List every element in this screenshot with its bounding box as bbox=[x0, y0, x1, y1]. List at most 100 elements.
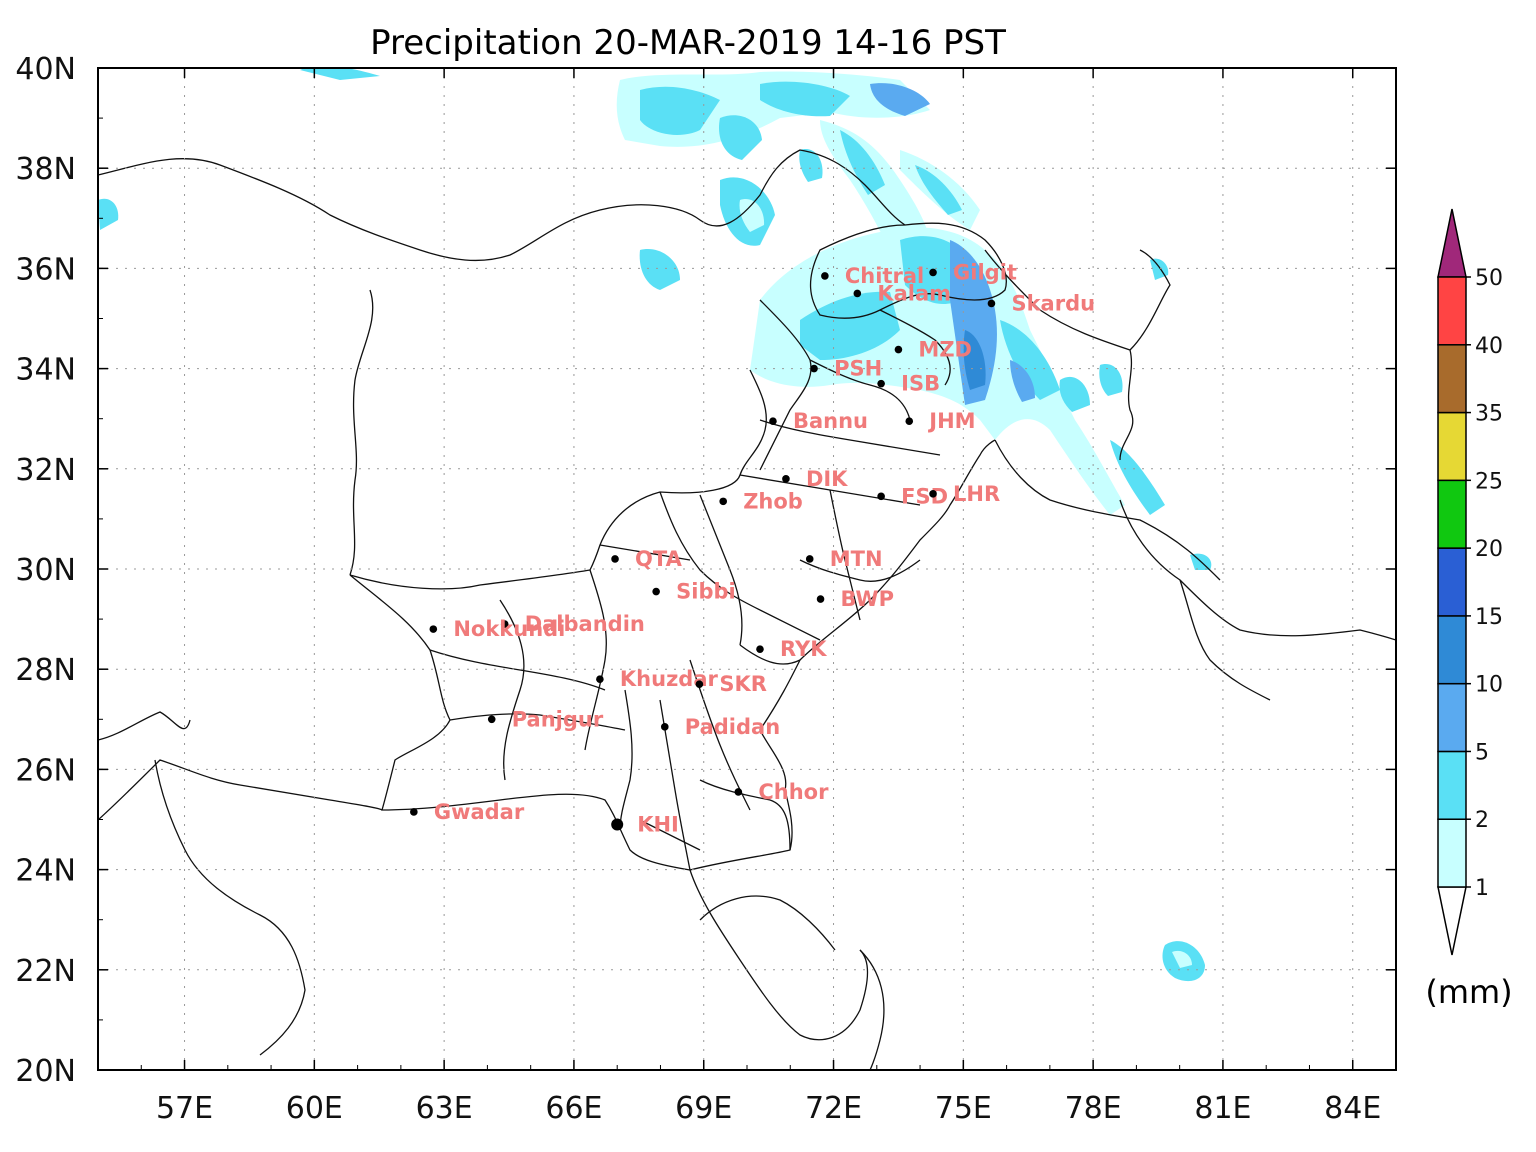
colorbar-box bbox=[1437, 818, 1467, 888]
colorbar-box bbox=[1437, 276, 1467, 346]
city-dot bbox=[695, 680, 704, 689]
city-label: QTA bbox=[635, 547, 683, 571]
city-kalam: Kalam bbox=[853, 281, 951, 305]
colorbar-label: 20 bbox=[1475, 537, 1503, 562]
city-dot bbox=[596, 675, 604, 684]
city-zhob: Zhob bbox=[719, 489, 803, 513]
city-khi: KHI bbox=[611, 813, 679, 837]
city-psh: PSH bbox=[810, 357, 882, 381]
city-dot bbox=[652, 587, 660, 596]
city-padidan: Padidan bbox=[660, 715, 780, 739]
city-label: Dalbandin bbox=[525, 612, 645, 636]
city-gwadar: Gwadar bbox=[410, 800, 525, 824]
lon-tick-label: 81E bbox=[1194, 1091, 1251, 1126]
lat-tick-label: 30N bbox=[15, 553, 76, 588]
colorbar-box bbox=[1437, 615, 1467, 685]
city-isb: ISB bbox=[877, 372, 940, 396]
city-label: Padidan bbox=[685, 715, 780, 739]
city-label: FSD bbox=[901, 484, 948, 508]
lon-tick-label: 75E bbox=[935, 1091, 992, 1126]
city-dot bbox=[805, 555, 814, 563]
colorbar-label: 10 bbox=[1475, 673, 1503, 698]
city-dot bbox=[877, 492, 885, 501]
city-dot bbox=[500, 620, 509, 628]
city-chhor: Chhor bbox=[734, 780, 829, 804]
city-dot bbox=[853, 289, 862, 298]
city-dot bbox=[611, 818, 624, 831]
city-dot bbox=[987, 299, 996, 308]
lon-tick-label: 57E bbox=[156, 1091, 213, 1126]
city-skr: SKR bbox=[695, 672, 767, 696]
city-qta: QTA bbox=[611, 547, 683, 571]
colorbar-label: 25 bbox=[1475, 469, 1503, 494]
city-label: LHR bbox=[953, 482, 1000, 506]
colorbar-box bbox=[1437, 547, 1467, 617]
map-title: Precipitation 20-MAR-2019 14-16 PST bbox=[370, 23, 1006, 63]
lat-tick-label: 26N bbox=[15, 753, 76, 788]
city-dot bbox=[429, 625, 438, 633]
map-grid bbox=[98, 68, 1396, 1070]
colorbar-label: 2 bbox=[1475, 808, 1489, 833]
city-dot bbox=[929, 268, 937, 277]
city-dot bbox=[810, 364, 818, 373]
colorbar-label: 1 bbox=[1475, 876, 1489, 901]
city-dot bbox=[756, 645, 764, 653]
city-dot bbox=[487, 715, 496, 724]
city-ryk: RYK bbox=[756, 637, 827, 661]
city-label: KHI bbox=[637, 813, 679, 837]
city-nokkundi: Nokkundi bbox=[429, 617, 565, 641]
city-label: BWP bbox=[841, 587, 894, 611]
lat-tick-label: 22N bbox=[15, 954, 76, 989]
city-label: Chhor bbox=[758, 780, 829, 804]
city-label: SKR bbox=[719, 672, 767, 696]
city-dot bbox=[719, 497, 728, 506]
city-label: DIK bbox=[806, 467, 848, 491]
city-dik: DIK bbox=[782, 467, 848, 491]
city-label: Kalam bbox=[877, 281, 951, 305]
city-label: Nokkundi bbox=[453, 617, 565, 641]
city-dot bbox=[929, 490, 937, 498]
city-label: Zhob bbox=[743, 489, 803, 513]
lon-tick-label: 84E bbox=[1324, 1091, 1381, 1126]
lat-tick-label: 40N bbox=[15, 52, 76, 87]
city-label: MZD bbox=[918, 338, 972, 362]
city-label: Bannu bbox=[793, 409, 868, 433]
colorbar-box bbox=[1437, 479, 1467, 549]
city-dot bbox=[821, 272, 829, 280]
city-dot bbox=[905, 417, 914, 426]
city-dot bbox=[734, 788, 743, 796]
city-label: Gwadar bbox=[434, 800, 525, 824]
city-mtn: MTN bbox=[805, 547, 883, 571]
city-lhr: LHR bbox=[929, 482, 1000, 506]
city-dot bbox=[816, 595, 825, 603]
city-label: JHM bbox=[927, 409, 975, 433]
precipitation-shading bbox=[98, 68, 1212, 982]
colorbar-box bbox=[1437, 750, 1467, 820]
city-label: RYK bbox=[780, 637, 827, 661]
city-label: Chitral bbox=[845, 264, 924, 288]
map-boundaries bbox=[98, 149, 1396, 1070]
colorbar-label: 50 bbox=[1475, 266, 1503, 291]
colorbar-label: 40 bbox=[1475, 334, 1503, 359]
colorbar-box bbox=[1437, 344, 1467, 414]
lat-tick-label: 24N bbox=[15, 854, 76, 889]
city-label: Gilgit bbox=[953, 260, 1017, 284]
city-gilgit: Gilgit bbox=[929, 260, 1017, 284]
city-panjgur: Panjgur bbox=[487, 707, 604, 731]
lat-tick-label: 36N bbox=[15, 252, 76, 287]
city-mzd: MZD bbox=[894, 338, 972, 362]
lat-tick-label: 34N bbox=[15, 353, 76, 388]
colorbar-lower-arrow bbox=[1437, 886, 1467, 956]
city-chitral: Chitral bbox=[821, 264, 924, 288]
lat-tick-label: 28N bbox=[15, 653, 76, 688]
city-khuzdar: Khuzdar bbox=[596, 667, 718, 691]
city-dot bbox=[782, 475, 790, 483]
city-sibbi: Sibbi bbox=[652, 580, 736, 604]
lon-tick-label: 72E bbox=[805, 1091, 862, 1126]
colorbar-box bbox=[1437, 682, 1467, 753]
lat-tick-label: 38N bbox=[15, 152, 76, 187]
city-label: ISB bbox=[901, 372, 940, 396]
lon-tick-label: 63E bbox=[416, 1091, 473, 1126]
